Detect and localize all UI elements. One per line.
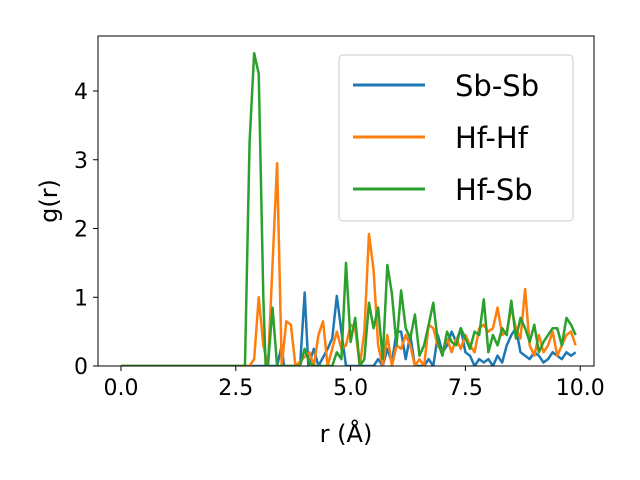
y-tick-label: 0	[74, 355, 88, 380]
legend-label-1: Hf-Hf	[455, 121, 529, 155]
plot-frame	[97, 35, 595, 367]
legend-frame	[338, 54, 574, 222]
series-layer	[120, 51, 577, 366]
y-tick-label: 4	[74, 80, 88, 105]
legend-label-0: Sb-Sb	[455, 69, 539, 103]
legend-label-2: Hf-Sb	[455, 173, 533, 207]
y-tick-label: 2	[74, 218, 88, 243]
y-axis-label: g(r)	[35, 179, 63, 223]
series-line-1	[120, 161, 577, 366]
x-axis: 0.0 2.5 5.0 7.5 10.0	[103, 366, 605, 401]
y-axis: 0 1 2 3 4	[74, 80, 98, 380]
x-tick-label: 5.0	[333, 376, 368, 401]
legend: Sb-Sb Hf-Hf Hf-Sb	[338, 54, 574, 222]
x-axis-label: r (Å)	[320, 419, 373, 448]
x-tick-label: 10.0	[556, 376, 605, 401]
x-tick-label: 7.5	[448, 376, 483, 401]
series-line-2	[120, 51, 577, 366]
y-tick-label: 3	[74, 149, 88, 174]
y-tick-label: 1	[74, 286, 88, 311]
x-tick-label: 2.5	[218, 376, 253, 401]
x-tick-label: 0.0	[103, 376, 138, 401]
